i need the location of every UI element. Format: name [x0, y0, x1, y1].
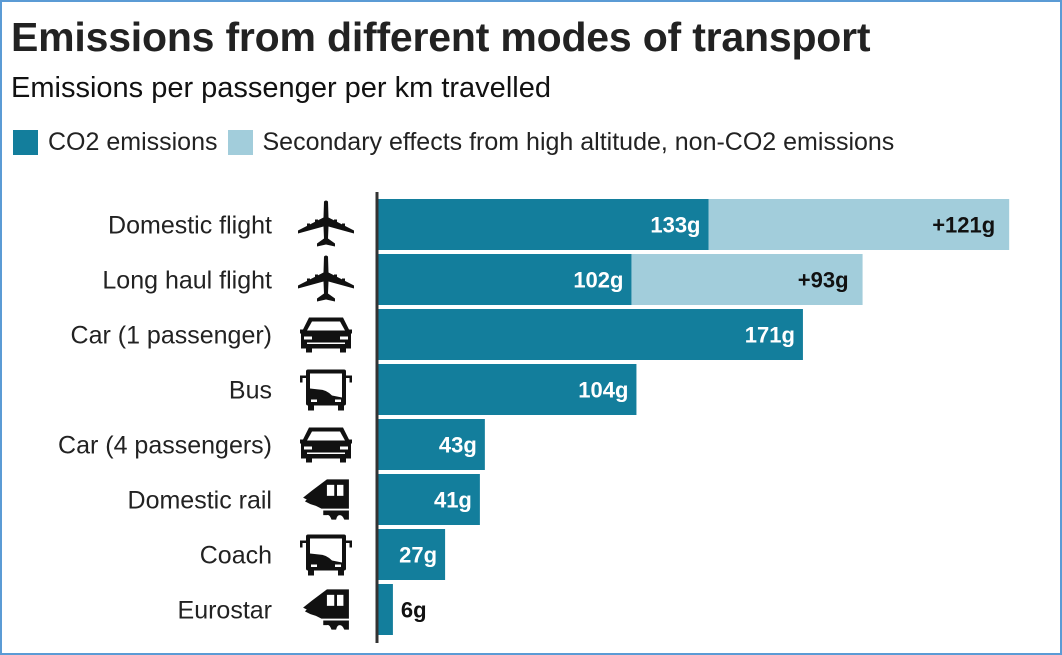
value-label-co2-domestic-flight: 133g	[650, 213, 700, 238]
category-label-domestic-flight: Domestic flight	[108, 212, 272, 240]
legend-swatch-secondary	[227, 130, 253, 155]
category-label-eurostar: Eurostar	[178, 597, 272, 625]
bar-co2-coach	[378, 529, 446, 580]
car-icon	[300, 427, 352, 463]
legend-swatch-co2	[13, 130, 38, 155]
value-label-co2-coach: 27g	[399, 543, 437, 568]
bus-icon	[300, 534, 352, 576]
airplane-icon	[298, 200, 354, 247]
car-icon	[300, 317, 352, 353]
value-label-secondary-domestic-flight: +121g	[932, 213, 995, 238]
chart-title: Emissions from different modes of transp…	[11, 14, 871, 60]
bar-co2-eurostar	[378, 584, 393, 635]
category-label-car-1-passenger: Car (1 passenger)	[71, 322, 272, 350]
bar-co2-car-1-passenger	[378, 309, 803, 360]
train-icon	[303, 589, 349, 630]
value-label-co2-car-1-passenger: 171g	[745, 323, 795, 348]
value-label-co2-bus: 104g	[578, 378, 628, 403]
legend-label-secondary: Secondary effects from high altitude, no…	[262, 128, 895, 156]
value-label-secondary-long-haul-flight: +93g	[798, 268, 849, 293]
category-label-car-4-passengers: Car (4 passengers)	[58, 432, 272, 460]
value-label-co2-eurostar: 6g	[401, 598, 427, 623]
chart-subtitle: Emissions per passenger per km travelled	[11, 72, 551, 104]
legend-item-co2: CO2 emissions	[13, 128, 218, 157]
airplane-icon	[298, 255, 354, 302]
category-label-bus: Bus	[229, 377, 272, 405]
legend-item-secondary: Secondary effects from high altitude, no…	[227, 128, 895, 157]
bar-secondary-domestic-flight	[708, 199, 1010, 250]
legend: CO2 emissions Secondary effects from hig…	[13, 128, 904, 157]
bar-co2-bus	[378, 364, 637, 415]
bar-co2-long-haul-flight	[378, 254, 632, 305]
bar-secondary-long-haul-flight	[631, 254, 863, 305]
bus-icon	[300, 369, 352, 411]
value-label-co2-car-4-passengers: 43g	[439, 433, 477, 458]
legend-label-co2: CO2 emissions	[48, 128, 218, 156]
value-label-co2-long-haul-flight: 102g	[573, 268, 623, 293]
value-label-co2-domestic-rail: 41g	[434, 488, 472, 513]
category-label-coach: Coach	[200, 542, 272, 570]
category-label-domestic-rail: Domestic rail	[128, 487, 272, 515]
bar-co2-domestic-rail	[378, 474, 480, 525]
train-icon	[303, 479, 349, 520]
category-label-long-haul-flight: Long haul flight	[102, 267, 272, 295]
bar-co2-domestic-flight	[378, 199, 709, 250]
bar-co2-car-4-passengers	[378, 419, 485, 470]
